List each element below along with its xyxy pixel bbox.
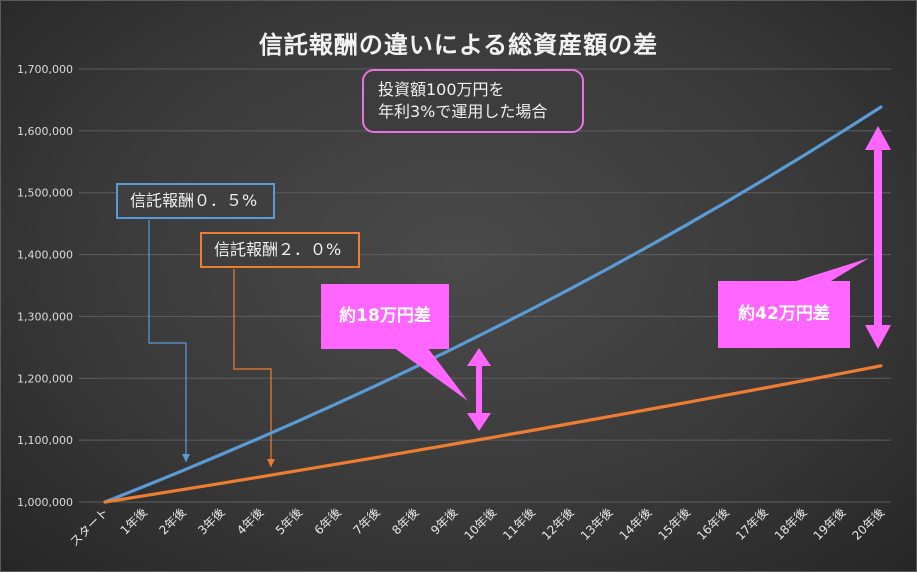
- y-tick-label: 1,000,000: [17, 496, 73, 509]
- y-axis-ticks: 1,000,000 1,100,000 1,200,000 1,300,000 1,40…: [17, 63, 73, 509]
- y-tick-label: 1,700,000: [17, 63, 73, 76]
- x-tick-label: 16年後: [694, 505, 732, 543]
- x-tick-label: 11年後: [500, 505, 538, 543]
- difference-arrows: [393, 126, 891, 431]
- x-tick-label: スタート: [67, 505, 111, 549]
- leader-2-0: [234, 269, 271, 467]
- x-tick-label: 12年後: [539, 505, 577, 543]
- callout-tail-20y: [796, 258, 869, 281]
- x-tick-label: 2年後: [156, 505, 188, 537]
- x-tick-label: 5年後: [273, 505, 305, 537]
- y-tick-label: 1,500,000: [17, 187, 73, 200]
- x-tick-label: 1年後: [118, 505, 150, 537]
- double-arrow-20y: [865, 126, 891, 349]
- x-tick-label: 7年後: [350, 505, 382, 537]
- x-tick-label: 6年後: [312, 505, 344, 537]
- condition-note: 投資額100万円を 年利3%で運用した場合: [362, 69, 584, 133]
- callout-tail-10y: [393, 347, 468, 401]
- x-tick-label: 18年後: [772, 505, 810, 543]
- leader-2-0-head: [267, 459, 275, 467]
- series-label-0-5: 信託報酬０．５%: [116, 183, 275, 219]
- difference-label-20y: 約42万円差: [718, 281, 850, 348]
- y-tick-label: 1,600,000: [17, 125, 73, 138]
- x-tick-label: 14年後: [617, 505, 655, 543]
- x-tick-label: 15年後: [655, 505, 693, 543]
- double-arrow-10y: [467, 348, 491, 431]
- condition-line-1: 投資額100万円を: [378, 79, 582, 101]
- x-tick-label: 13年後: [578, 505, 616, 543]
- x-tick-label: 8年後: [389, 505, 421, 537]
- x-tick-label: 4年後: [234, 505, 266, 537]
- series-line-2-0: [105, 366, 881, 502]
- x-tick-label: 3年後: [195, 505, 227, 537]
- difference-label-10y: 約18万円差: [321, 284, 449, 349]
- x-tick-label: 10年後: [461, 505, 499, 543]
- x-tick-label: 17年後: [733, 505, 771, 543]
- y-tick-label: 1,300,000: [17, 310, 73, 323]
- y-tick-label: 1,200,000: [17, 372, 73, 385]
- x-tick-label: 19年後: [811, 505, 849, 543]
- y-tick-label: 1,100,000: [17, 434, 73, 447]
- x-tick-label: 20年後: [849, 505, 887, 543]
- y-tick-label: 1,400,000: [17, 249, 73, 262]
- series-label-2-0: 信託報酬２．０%: [200, 232, 360, 268]
- leader-0-5: [149, 220, 186, 462]
- leader-0-5-head: [182, 454, 190, 462]
- x-tick-label: 9年後: [428, 505, 460, 537]
- condition-line-2: 年利3%で運用した場合: [378, 101, 582, 123]
